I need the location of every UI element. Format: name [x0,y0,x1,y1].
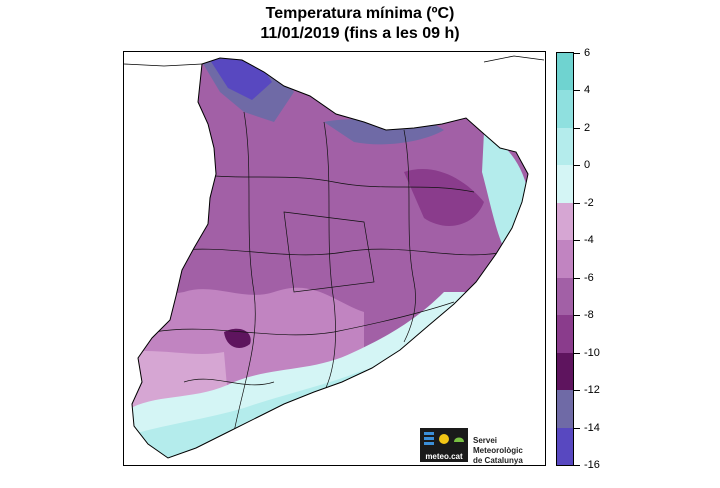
legend-tick [574,390,580,392]
logo-brand-text: meteo.cat [425,452,463,461]
legend-color-segment [557,352,573,391]
smc-logo: meteo.cat Servei Meteorològic de Catalun… [420,428,542,465]
comarca-boundaries [153,111,505,433]
legend-tick [574,277,580,279]
color-scale-legend [556,52,574,466]
legend-tick-label: -2 [584,196,594,209]
legend-tick [574,90,580,92]
legend-tick-label: -4 [584,234,594,247]
legend-tick-label: -6 [584,271,594,284]
legend-tick-label: 0 [584,159,591,172]
legend-tick [574,165,580,167]
map-panel [123,51,546,466]
logo-organization: Servei Meteorològic de Catalunya [473,436,542,466]
map-title: Temperatura mínima (ºC) 11/01/2019 (fins… [0,4,720,44]
legend-tick [574,465,580,466]
local-frost-zone [224,328,251,348]
border-line-north [483,55,545,63]
legend-tick [574,315,580,317]
meteocat-logo-mark: meteo.cat [420,428,468,462]
legend-tick-label: -10 [584,346,600,359]
legend-color-segment [557,165,573,204]
title-line-2: 11/01/2019 (fins a les 09 h) [260,25,460,42]
weather-symbols-icon [424,432,464,445]
legend-tick-label: -8 [584,309,594,322]
legend-tick-label: -12 [584,384,600,397]
legend-color-segment [557,53,573,91]
org-name-line-1: Servei Meteorològic [473,436,523,455]
legend-tick-label: 4 [584,84,591,97]
legend-tick [574,427,580,429]
legend-tick [574,53,580,54]
org-name-line-2: de Catalunya [473,456,523,465]
legend-tick-label: 6 [584,47,591,59]
legend-tick [574,240,580,242]
legend-color-segment [557,202,573,241]
legend-tick-label: -14 [584,421,600,434]
legend-tick [574,202,580,204]
catalonia-outline [131,57,529,459]
legend-color-segment [557,90,573,129]
temperature-map [124,55,545,459]
legend-tick-label: 2 [584,121,591,134]
legend-tick [574,127,580,129]
legend-color-segment [557,277,573,316]
legend-tick [574,352,580,354]
legend-color-segment [557,427,573,466]
legend-color-segment [557,127,573,166]
border-line-west [124,63,203,67]
legend-tick-label: -16 [584,459,600,471]
central-cold-zone [404,168,484,226]
title-line-1: Temperatura mínima (ºC) [265,5,455,22]
legend-color-segment [557,390,573,429]
legend-color-segment [557,240,573,279]
legend-color-segment [557,315,573,354]
